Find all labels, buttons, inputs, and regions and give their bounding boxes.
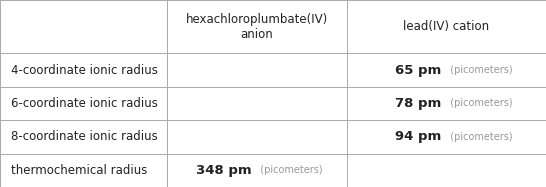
Text: 4-coordinate ionic radius: 4-coordinate ionic radius <box>11 64 158 76</box>
Text: hexachloroplumbate(IV)
anion: hexachloroplumbate(IV) anion <box>186 13 328 41</box>
Text: (picometers): (picometers) <box>254 165 323 175</box>
Text: (picometers): (picometers) <box>443 132 512 142</box>
Text: 8-coordinate ionic radius: 8-coordinate ionic radius <box>11 130 158 143</box>
Text: 65 pm: 65 pm <box>395 64 441 76</box>
Text: lead(IV) cation: lead(IV) cation <box>403 20 489 33</box>
Text: 6-coordinate ionic radius: 6-coordinate ionic radius <box>11 97 158 110</box>
Text: 78 pm: 78 pm <box>395 97 441 110</box>
Text: (picometers): (picometers) <box>443 98 512 108</box>
Text: 348 pm: 348 pm <box>195 164 251 177</box>
Text: 94 pm: 94 pm <box>395 130 441 143</box>
Text: (picometers): (picometers) <box>443 65 512 75</box>
Text: thermochemical radius: thermochemical radius <box>11 164 147 177</box>
